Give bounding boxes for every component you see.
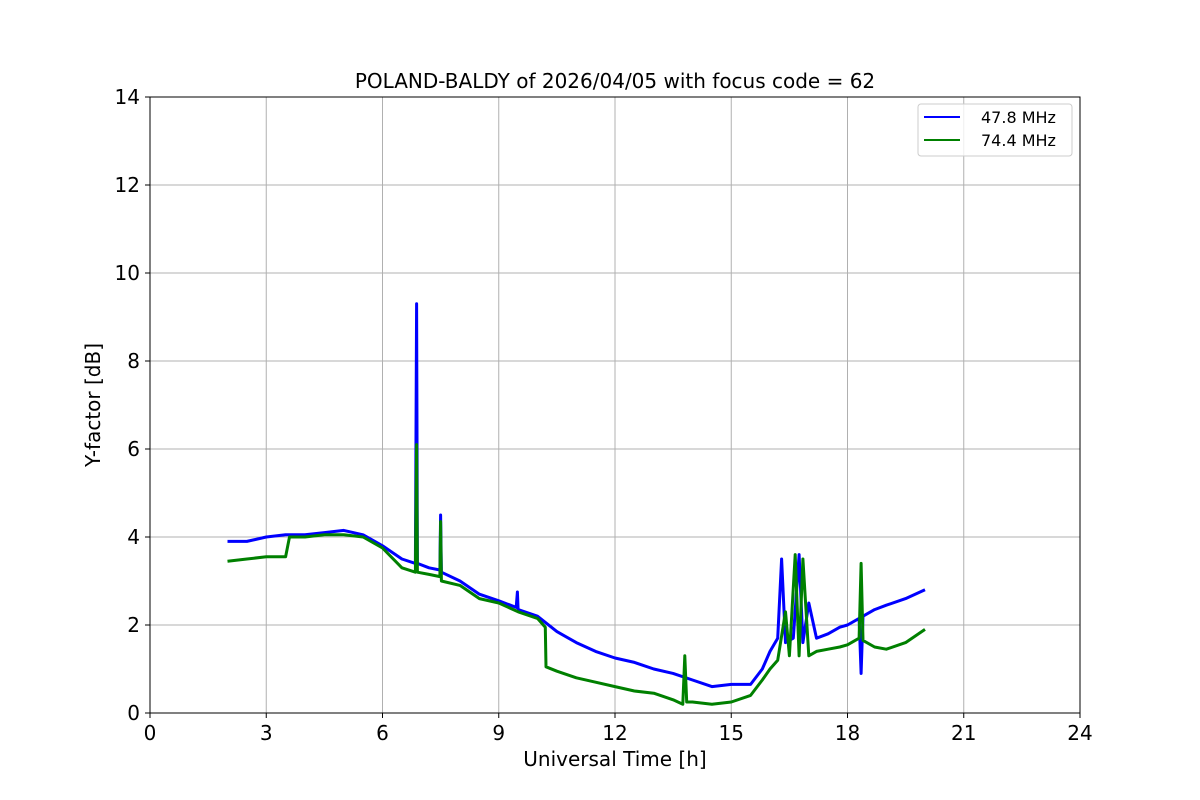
x-tick-label: 12 [602,721,627,745]
legend-label-47-8: 47.8 MHz [981,108,1056,127]
x-tick-label: 0 [144,721,157,745]
x-tick-label: 24 [1067,721,1092,745]
y-tick-label: 10 [115,261,140,285]
y-tick-label: 4 [127,525,140,549]
x-tick-label: 21 [951,721,976,745]
x-tick-label: 18 [835,721,860,745]
x-ticks: 0 3 6 9 12 15 18 21 24 [144,713,1093,745]
y-tick-label: 14 [115,85,140,109]
series-layer [227,302,926,706]
y-tick-label: 2 [127,613,140,637]
x-tick-label: 15 [719,721,744,745]
series-line-0 [227,302,926,689]
legend: 47.8 MHz 74.4 MHz [917,103,1073,157]
x-tick-label: 3 [260,721,273,745]
x-axis-label: Universal Time [h] [523,747,706,771]
y-tick-label: 8 [127,349,140,373]
y-ticks: 0 2 4 6 8 10 12 14 [115,85,150,725]
y-axis-label: Y-factor [dB] [81,343,105,468]
y-tick-label: 6 [127,437,140,461]
series-line-1 [227,443,926,706]
x-tick-label: 9 [492,721,505,745]
y-tick-label: 12 [115,173,140,197]
y-tick-label: 0 [127,701,140,725]
legend-label-74-4: 74.4 MHz [981,131,1056,150]
grid [149,96,1081,714]
x-tick-label: 6 [376,721,389,745]
chart-title: POLAND-BALDY of 2026/04/05 with focus co… [355,69,875,93]
